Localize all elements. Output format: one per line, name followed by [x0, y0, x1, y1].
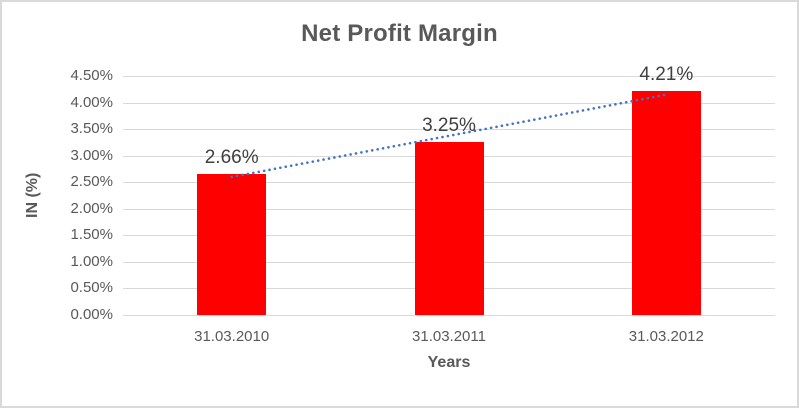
y-tick-label: 4.00%: [70, 93, 113, 111]
x-tick-label: 31.03.2010: [194, 328, 270, 345]
y-tick-label: 1.50%: [70, 226, 113, 244]
y-tick-label: 2.50%: [70, 173, 113, 191]
y-tick-label: 4.50%: [70, 67, 113, 84]
bar: [197, 173, 267, 315]
bar-value-label: 4.21%: [639, 64, 694, 86]
y-tick-label: 2.00%: [70, 199, 113, 217]
y-tick-label: 3.50%: [70, 120, 113, 138]
x-tick-label: 31.03.2012: [628, 328, 704, 345]
y-tick-label: 0.00%: [70, 306, 113, 323]
gridline: [123, 76, 775, 77]
x-tick-label: 31.03.2011: [412, 328, 486, 345]
x-axis-title: Years: [427, 354, 471, 371]
bar: [414, 142, 484, 315]
bar: [631, 91, 701, 315]
y-tick-label: 3.00%: [70, 146, 113, 164]
gridline: [123, 315, 775, 316]
y-tick-label: 0.50%: [70, 279, 113, 297]
bar-value-label: 2.66%: [204, 146, 259, 168]
chart-title: Net Profit Margin: [301, 20, 498, 47]
y-tick-label: 1.00%: [70, 252, 113, 270]
bar-value-label: 3.25%: [422, 115, 476, 137]
